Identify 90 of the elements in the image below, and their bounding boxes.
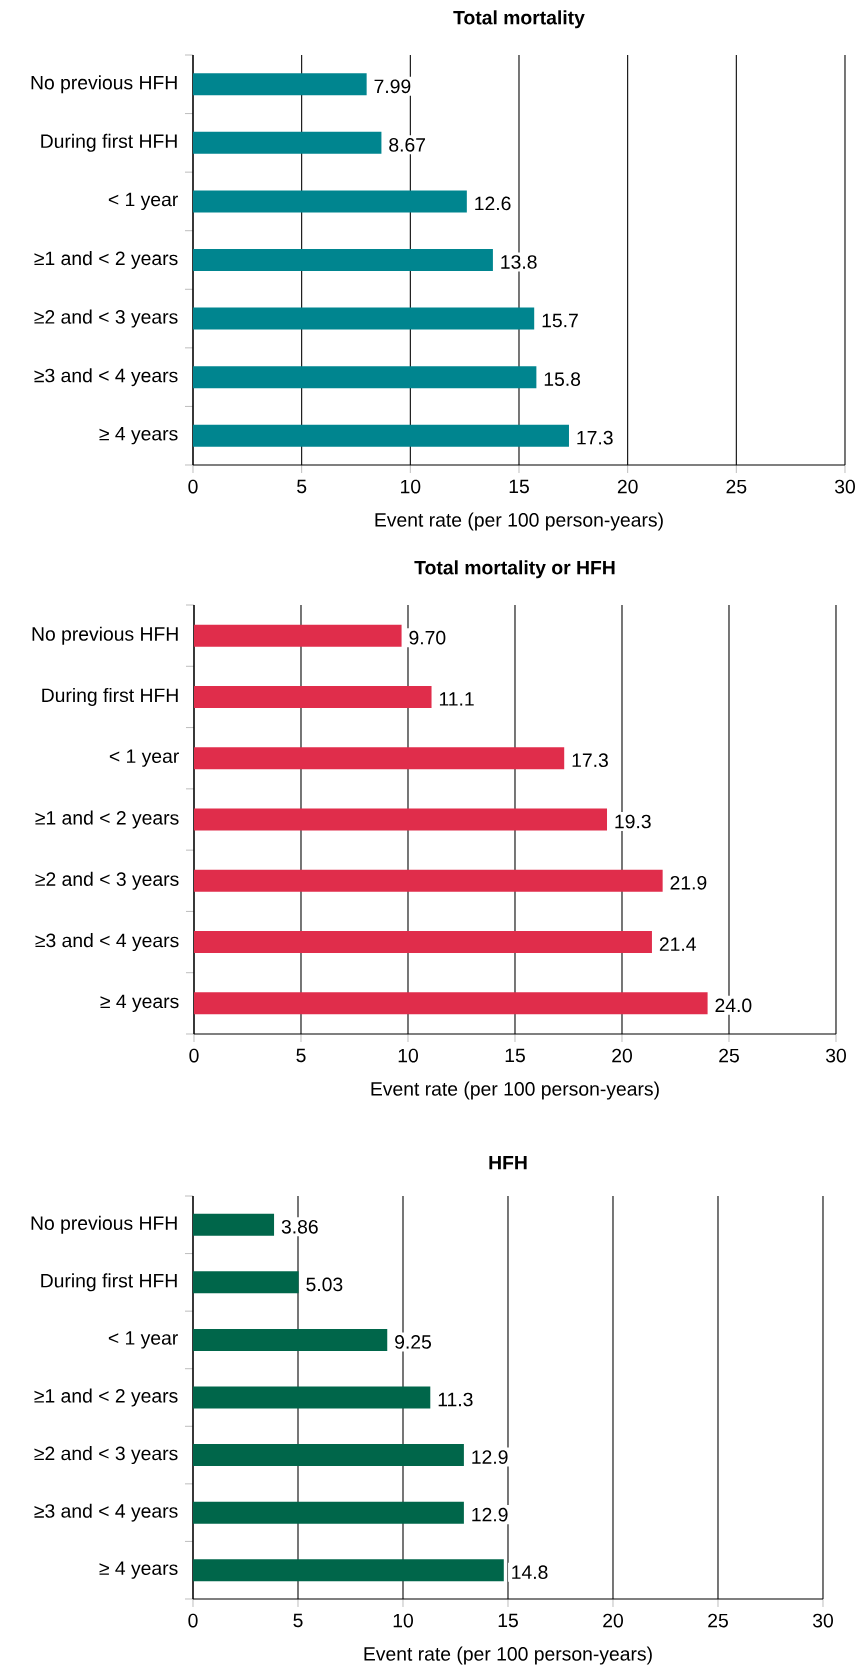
data-label: 15.7 bbox=[542, 313, 578, 328]
data-label: 15.8 bbox=[544, 372, 581, 386]
x-tick-label: 20 bbox=[612, 1048, 632, 1063]
x-axis-title: Event rate (per 100 person-years) bbox=[375, 512, 663, 531]
y-tick-label: ≥ 4 years bbox=[100, 994, 179, 1013]
data-label: 21.9 bbox=[670, 875, 707, 890]
data-label: 12.9 bbox=[472, 1450, 508, 1464]
y-tick-label: ≥2 and < 3 years bbox=[34, 1446, 178, 1465]
data-label: 24.0 bbox=[715, 998, 752, 1013]
x-tick-label: 5 bbox=[297, 479, 307, 494]
y-tick-label: During first HFH bbox=[41, 133, 177, 152]
data-label: 3.86 bbox=[281, 1219, 318, 1234]
data-label: 17.3 bbox=[572, 753, 608, 768]
x-tick-label: 10 bbox=[398, 1048, 418, 1063]
y-tick-label: No previous HFH bbox=[32, 626, 178, 645]
data-label: 9.25 bbox=[395, 1335, 432, 1349]
y-tick-label: ≥1 and < 2 years bbox=[34, 1388, 178, 1407]
x-tick-label: 25 bbox=[719, 1048, 739, 1063]
bar bbox=[193, 190, 467, 213]
bar bbox=[194, 992, 708, 1015]
bar bbox=[194, 808, 608, 831]
chart-title: Total mortality or HFH bbox=[414, 560, 615, 579]
y-tick-label: During first HFH bbox=[41, 1273, 177, 1292]
y-tick-label: ≥1 and < 2 years bbox=[35, 810, 179, 829]
y-tick-label: No previous HFH bbox=[31, 1215, 177, 1234]
data-label: 14.8 bbox=[512, 1565, 548, 1580]
bar bbox=[193, 1559, 504, 1582]
data-label: 11.3 bbox=[438, 1392, 473, 1407]
x-tick-label: 5 bbox=[296, 1048, 306, 1063]
bar bbox=[193, 1386, 431, 1409]
y-tick-label: < 1 year bbox=[108, 1331, 178, 1349]
bar bbox=[193, 249, 493, 271]
y-tick-label: ≥2 and < 3 years bbox=[34, 309, 178, 328]
bar bbox=[193, 424, 569, 447]
x-tick-label: 25 bbox=[708, 1613, 728, 1628]
x-tick-label: 30 bbox=[834, 479, 855, 494]
bar bbox=[194, 624, 402, 647]
x-tick-label: 20 bbox=[617, 479, 638, 494]
bar bbox=[193, 307, 535, 330]
chart-title: Total mortality bbox=[453, 10, 585, 29]
y-tick-label: During first HFH bbox=[42, 687, 178, 706]
data-label: 21.4 bbox=[659, 937, 696, 951]
x-axis-title: Event rate (per 100 person-years) bbox=[364, 1646, 652, 1665]
bar bbox=[193, 73, 367, 96]
x-tick-label: 0 bbox=[188, 479, 198, 494]
bar bbox=[193, 131, 382, 154]
y-tick-label: < 1 year bbox=[109, 749, 179, 767]
chart-title: HFH bbox=[489, 1155, 527, 1170]
data-label: 12.9 bbox=[472, 1507, 508, 1522]
bar bbox=[194, 685, 432, 708]
y-tick-label: ≥3 and < 4 years bbox=[34, 1503, 178, 1522]
x-tick-label: 25 bbox=[726, 479, 747, 494]
x-axis-title: Event rate (per 100 person-years) bbox=[371, 1081, 659, 1100]
y-tick-label: ≥3 and < 4 years bbox=[35, 933, 179, 952]
data-label: 7.99 bbox=[374, 79, 411, 94]
data-label: 5.03 bbox=[306, 1277, 343, 1292]
y-tick-label: < 1 year bbox=[108, 192, 178, 211]
bar bbox=[194, 747, 565, 770]
x-tick-label: 15 bbox=[505, 1048, 525, 1063]
data-label: 8.67 bbox=[389, 138, 426, 152]
data-label: 13.8 bbox=[501, 255, 537, 269]
data-label: 11.1 bbox=[439, 692, 474, 706]
bar bbox=[193, 1444, 464, 1467]
y-tick-label: ≥ 4 years bbox=[99, 427, 178, 445]
y-tick-label: ≥1 and < 2 years bbox=[34, 250, 178, 270]
data-label: 19.3 bbox=[615, 814, 651, 829]
data-label: 17.3 bbox=[577, 430, 613, 445]
y-tick-label: No previous HFH bbox=[31, 75, 177, 94]
bar bbox=[193, 1271, 299, 1294]
x-tick-label: 15 bbox=[509, 479, 529, 494]
bar bbox=[194, 931, 652, 954]
bar bbox=[193, 1213, 275, 1236]
x-tick-label: 0 bbox=[188, 1613, 198, 1628]
x-tick-label: 30 bbox=[825, 1048, 846, 1063]
x-tick-label: 5 bbox=[293, 1613, 303, 1628]
y-tick-label: ≥3 and < 4 years bbox=[34, 368, 178, 387]
bar bbox=[193, 366, 537, 389]
x-tick-label: 10 bbox=[401, 479, 421, 494]
bar bbox=[193, 1328, 388, 1351]
x-tick-label: 30 bbox=[812, 1613, 833, 1628]
y-tick-label: ≥ 4 years bbox=[99, 1561, 178, 1579]
x-tick-label: 20 bbox=[603, 1613, 623, 1628]
x-tick-label: 15 bbox=[498, 1613, 518, 1628]
data-label: 9.70 bbox=[409, 630, 446, 645]
data-label: 12.6 bbox=[475, 196, 511, 211]
bar bbox=[193, 1501, 464, 1524]
bar bbox=[194, 869, 663, 892]
x-tick-label: 0 bbox=[189, 1048, 199, 1063]
x-tick-label: 10 bbox=[393, 1613, 413, 1628]
y-tick-label: ≥2 and < 3 years bbox=[35, 871, 179, 890]
